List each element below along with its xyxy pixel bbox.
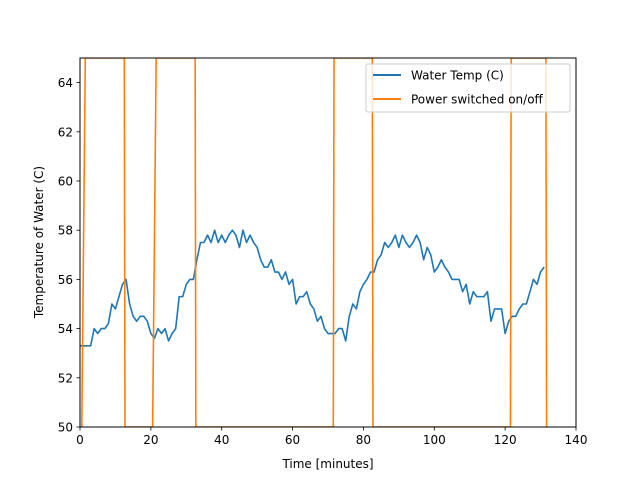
- plot-area: [80, 58, 576, 427]
- y-tick-label: 62: [58, 125, 73, 139]
- legend: Water Temp (C) Power switched on/off: [365, 63, 571, 113]
- x-tick-label: 40: [214, 433, 229, 447]
- x-tick-label: 140: [565, 433, 588, 447]
- y-tick-label: 50: [58, 421, 73, 435]
- y-tick-label: 60: [58, 175, 73, 189]
- x-tick-label: 20: [143, 433, 158, 447]
- x-axis: 0 20 40 60 80 100 120 140: [76, 427, 587, 447]
- y-axis-label: Temperature of Water (C): [32, 166, 46, 319]
- y-axis: 50 52 54 56 58 60 62 64: [58, 76, 80, 435]
- y-tick-label: 52: [58, 371, 73, 385]
- y-tick-label: 56: [58, 273, 73, 287]
- plot-frame: [79, 57, 577, 428]
- legend-label-water-temp: Water Temp (C): [411, 69, 504, 83]
- x-tick-label: 60: [285, 433, 300, 447]
- legend-label-power-switch: Power switched on/off: [411, 93, 544, 107]
- series-layer: [80, 58, 548, 427]
- x-tick-label: 120: [494, 433, 517, 447]
- power-switch-line: [80, 58, 548, 427]
- x-tick-label: 80: [356, 433, 371, 447]
- water-temp-line: [80, 229, 545, 347]
- y-tick-label: 64: [58, 76, 73, 90]
- x-axis-label: Time [minutes]: [281, 457, 373, 471]
- y-tick-label: 54: [58, 322, 73, 336]
- x-tick-label: 0: [76, 433, 84, 447]
- y-tick-label: 58: [58, 224, 73, 238]
- legend-box: [365, 63, 571, 113]
- x-tick-label: 100: [423, 433, 446, 447]
